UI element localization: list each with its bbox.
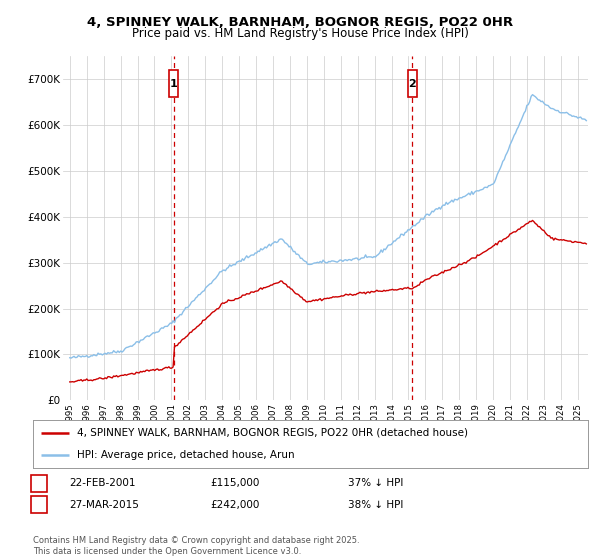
Text: 22-FEB-2001: 22-FEB-2001 [69, 478, 136, 488]
Text: 4, SPINNEY WALK, BARNHAM, BOGNOR REGIS, PO22 0HR (detached house): 4, SPINNEY WALK, BARNHAM, BOGNOR REGIS, … [77, 428, 469, 438]
Text: 1: 1 [170, 78, 178, 88]
Text: 37% ↓ HPI: 37% ↓ HPI [348, 478, 403, 488]
Text: 1: 1 [35, 478, 43, 488]
Text: 2: 2 [35, 500, 43, 510]
Text: HPI: Average price, detached house, Arun: HPI: Average price, detached house, Arun [77, 450, 295, 460]
Text: 38% ↓ HPI: 38% ↓ HPI [348, 500, 403, 510]
Text: Contains HM Land Registry data © Crown copyright and database right 2025.
This d: Contains HM Land Registry data © Crown c… [33, 536, 359, 556]
Text: £115,000: £115,000 [210, 478, 259, 488]
FancyBboxPatch shape [408, 70, 417, 97]
Text: 4, SPINNEY WALK, BARNHAM, BOGNOR REGIS, PO22 0HR: 4, SPINNEY WALK, BARNHAM, BOGNOR REGIS, … [87, 16, 513, 29]
Text: 2: 2 [409, 78, 416, 88]
Text: Price paid vs. HM Land Registry's House Price Index (HPI): Price paid vs. HM Land Registry's House … [131, 27, 469, 40]
Text: £242,000: £242,000 [210, 500, 259, 510]
FancyBboxPatch shape [169, 70, 178, 97]
Text: 27-MAR-2015: 27-MAR-2015 [69, 500, 139, 510]
